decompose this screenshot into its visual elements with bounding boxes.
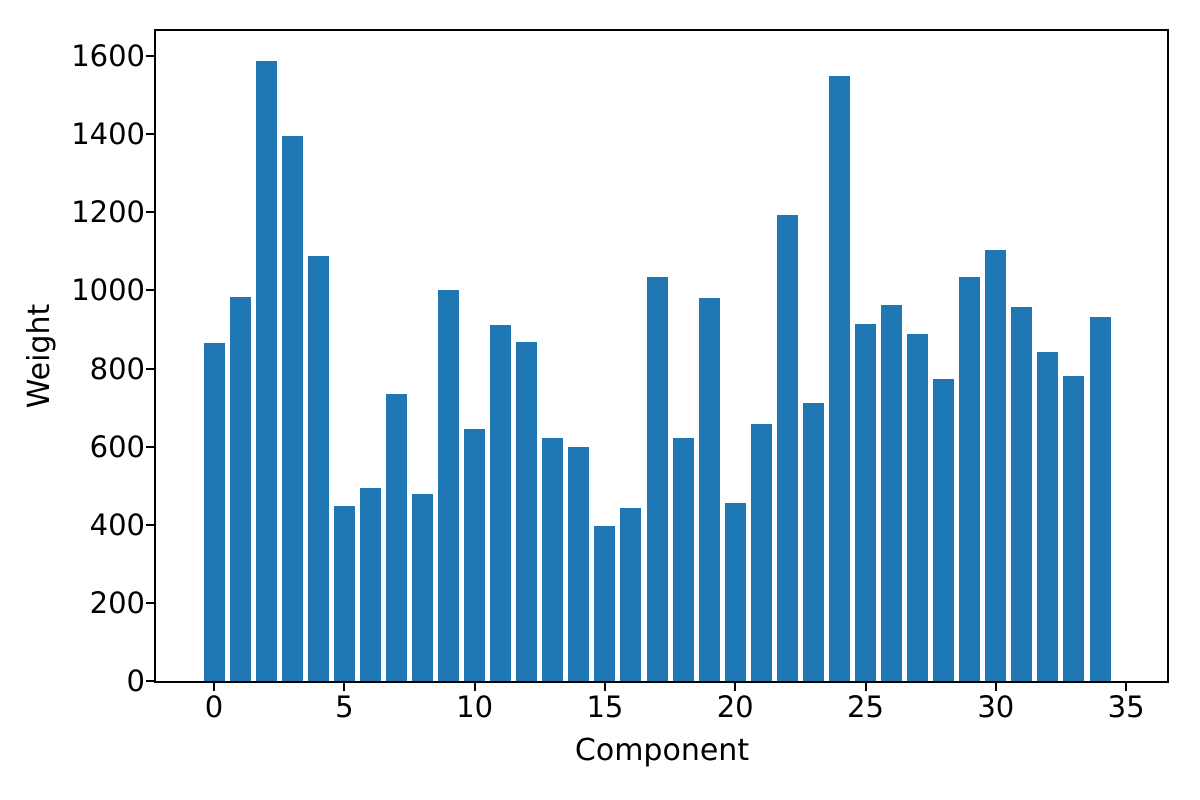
bar: [855, 323, 876, 681]
y-tick-mark: [146, 523, 154, 526]
bar: [307, 255, 329, 681]
y-tick-label: 200: [89, 585, 145, 620]
bar: [724, 503, 746, 681]
x-tick-label: 35: [1107, 690, 1145, 724]
x-tick-mark: [473, 683, 476, 691]
bar: [411, 494, 433, 681]
plot-area: [146, 29, 1169, 691]
x-tick-mark: [213, 683, 215, 691]
x-tick-mark: [994, 683, 997, 691]
bar: [516, 342, 538, 681]
bar: [1037, 352, 1059, 681]
x-tick-label: 15: [586, 690, 624, 724]
x-tick-label: 0: [204, 690, 224, 724]
x-tick-label: 25: [847, 690, 884, 724]
x-tick-label: 10: [456, 690, 494, 724]
bar: [359, 488, 381, 681]
y-tick-label: 1200: [71, 195, 145, 230]
y-tick-mark: [146, 680, 154, 682]
x-tick-mark: [343, 683, 346, 691]
bar: [620, 508, 642, 681]
y-tick-label: 1600: [71, 39, 145, 73]
x-tick-label: 20: [716, 690, 754, 724]
y-tick-label: 1000: [71, 273, 145, 308]
bar: [985, 250, 1007, 681]
x-tick-mark: [864, 683, 867, 691]
bar: [542, 438, 564, 681]
bar: [333, 505, 355, 681]
bar: [464, 428, 486, 681]
x-tick-label: 5: [335, 690, 354, 724]
y-tick-mark: [146, 133, 154, 136]
y-tick-mark: [146, 289, 154, 292]
bar: [802, 403, 824, 681]
bar: [1089, 316, 1111, 681]
bar: [881, 304, 903, 681]
y-tick-label: 0: [126, 664, 145, 698]
bar: [776, 215, 798, 681]
bar: [1011, 307, 1033, 681]
bar: [907, 334, 929, 681]
bar: [229, 297, 251, 681]
bar: [568, 447, 590, 681]
y-axis-label: Weight: [22, 303, 57, 409]
y-tick-label: 400: [89, 507, 145, 542]
x-tick-mark: [603, 683, 606, 691]
y-tick-mark: [146, 211, 154, 214]
bar: [385, 394, 407, 681]
bar: [281, 136, 303, 681]
bar: [255, 60, 277, 681]
bar: [828, 76, 850, 681]
x-tick-mark: [734, 683, 737, 691]
y-tick-label: 800: [89, 351, 145, 386]
bar: [594, 526, 616, 681]
bar: [490, 324, 512, 681]
y-tick-mark: [146, 445, 154, 448]
bar: [698, 297, 720, 681]
y-tick-label: 600: [89, 429, 145, 464]
bar: [933, 379, 955, 681]
y-tick-label: 1400: [71, 117, 145, 152]
x-tick-label: 30: [977, 690, 1015, 724]
bar: [750, 423, 772, 681]
bar: [646, 277, 668, 681]
bar: [672, 438, 694, 681]
bar: [959, 277, 981, 681]
bar: [438, 289, 460, 681]
bar: [203, 342, 225, 681]
bar: [1063, 376, 1085, 681]
y-tick-mark: [146, 601, 154, 604]
y-tick-mark: [146, 367, 154, 370]
x-tick-mark: [1125, 683, 1128, 691]
x-axis-label: Component: [574, 733, 750, 768]
y-tick-mark: [146, 55, 154, 57]
